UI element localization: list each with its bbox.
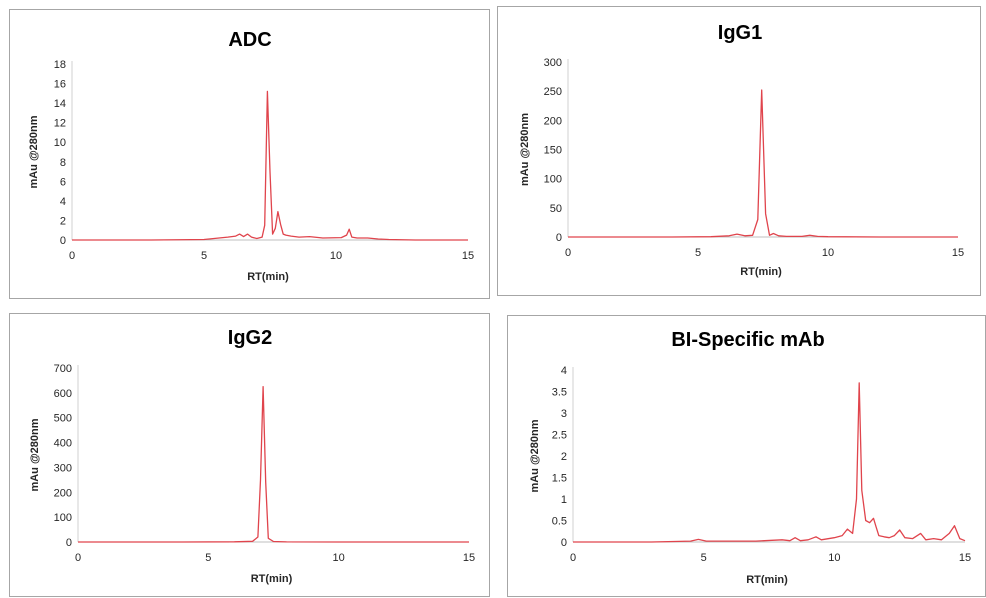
x-tick-label: 0 [69, 250, 75, 262]
chart-title: BI-Specific mAb [671, 329, 824, 351]
x-axis-label: RT(min) [247, 271, 289, 283]
x-tick-label: 0 [570, 552, 576, 564]
chromatogram-line [573, 382, 966, 543]
x-tick-label: 15 [959, 552, 971, 564]
y-tick-label: 300 [54, 462, 72, 474]
y-tick-label: 100 [544, 174, 562, 186]
y-tick-label: 18 [54, 59, 66, 71]
x-tick-label: 10 [828, 552, 840, 564]
chart-svg: IgG1 0 50 100 150 200 250 300 0 5 10 15 RT(min) mAu @… [519, 22, 964, 278]
chart-title: ADC [228, 29, 271, 51]
x-tick-label: 10 [330, 250, 342, 262]
y-tick-label: 0.5 [552, 516, 567, 528]
chart-svg: BI-Specific mAb 0 0.5 1 1.5 2 2.5 3 3.5 4 0 5 10 15 RT… [529, 329, 971, 586]
y-axis-label: mAu @280nm [29, 418, 41, 491]
y-tick-label: 3.5 [552, 387, 567, 399]
y-tick-label: 1 [561, 494, 567, 506]
y-tick-label: 250 [544, 86, 562, 98]
x-tick-label: 5 [205, 552, 211, 564]
y-tick-label: 14 [54, 98, 66, 110]
y-tick-label: 50 [550, 203, 562, 215]
y-tick-label: 0 [556, 232, 562, 244]
chart-svg: IgG2 0 100 200 300 400 500 600 700 0 5 10 15 RT(min) m… [29, 327, 475, 585]
y-tick-label: 300 [544, 57, 562, 69]
chromatogram-line [78, 385, 469, 543]
x-axis-label: RT(min) [740, 266, 782, 278]
x-tick-label: 15 [463, 552, 475, 564]
y-tick-label: 700 [54, 363, 72, 375]
chart-title: IgG1 [718, 22, 762, 44]
x-tick-label: 15 [952, 247, 964, 259]
x-tick-label: 0 [565, 247, 571, 259]
y-tick-label: 10 [54, 137, 66, 149]
y-tick-label: 400 [54, 438, 72, 450]
y-tick-label: 200 [544, 115, 562, 127]
x-tick-label: 0 [75, 552, 81, 564]
chromatogram-line [72, 90, 468, 241]
chart-panel-igg2: IgG2 0 100 200 300 400 500 600 700 0 5 10 15 RT(min) m… [9, 313, 490, 597]
y-tick-label: 150 [544, 145, 562, 157]
y-tick-label: 600 [54, 388, 72, 400]
y-tick-label: 0 [66, 537, 72, 549]
x-tick-label: 5 [695, 247, 701, 259]
y-tick-label: 0 [60, 235, 66, 247]
x-tick-label: 10 [822, 247, 834, 259]
y-tick-label: 6 [60, 176, 66, 188]
chart-svg: ADC 0 2 4 6 8 10 12 14 16 18 0 5 10 15 RT(min) mAu @280n… [28, 29, 474, 283]
y-tick-label: 1.5 [552, 473, 567, 485]
x-tick-label: 10 [333, 552, 345, 564]
x-tick-label: 15 [462, 250, 474, 262]
y-tick-label: 8 [60, 157, 66, 169]
x-axis-label: RT(min) [251, 573, 293, 585]
y-tick-label: 500 [54, 413, 72, 425]
chart-title: IgG2 [228, 327, 272, 349]
y-tick-label: 4 [60, 196, 66, 208]
x-axis-label: RT(min) [746, 574, 788, 586]
y-tick-label: 200 [54, 487, 72, 499]
y-tick-label: 100 [54, 512, 72, 524]
x-tick-label: 5 [701, 552, 707, 564]
y-tick-label: 12 [54, 118, 66, 130]
x-tick-label: 5 [201, 250, 207, 262]
y-axis-label: mAu @280nm [529, 419, 541, 492]
y-tick-label: 2 [60, 215, 66, 227]
y-tick-label: 16 [54, 79, 66, 91]
y-tick-label: 3 [561, 408, 567, 420]
chart-panel-adc: ADC 0 2 4 6 8 10 12 14 16 18 0 5 10 15 RT(min) mAu @280n… [9, 9, 490, 299]
chromatogram-line [568, 89, 958, 238]
chart-panel-bispecific: BI-Specific mAb 0 0.5 1 1.5 2 2.5 3 3.5 4 0 5 10 15 RT… [507, 315, 986, 597]
y-tick-label: 0 [561, 537, 567, 549]
y-tick-label: 4 [561, 365, 567, 377]
y-tick-label: 2.5 [552, 430, 567, 442]
y-axis-label: mAu @280nm [519, 113, 531, 186]
y-tick-label: 2 [561, 451, 567, 463]
chart-panel-igg1: IgG1 0 50 100 150 200 250 300 0 5 10 15 RT(min) mAu @… [497, 6, 981, 296]
y-axis-label: mAu @280nm [28, 115, 40, 188]
